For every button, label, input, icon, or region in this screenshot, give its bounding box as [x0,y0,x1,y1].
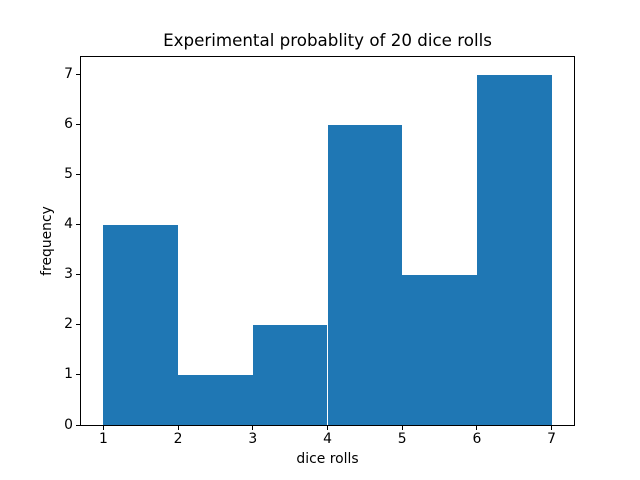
histogram-bar [476,74,552,425]
y-tick-mark [76,124,80,126]
x-tick-mark [551,426,553,430]
y-tick-label: 4 [64,216,73,233]
y-tick-label: 5 [64,166,73,183]
y-tick-label: 6 [64,116,73,133]
y-tick-label: 7 [64,66,73,83]
y-tick-label: 1 [64,366,73,383]
x-tick-mark [177,426,179,430]
x-tick-label: 1 [98,431,108,447]
x-tick-label: 4 [323,431,332,447]
histogram-bar [103,224,179,425]
x-tick-label: 3 [248,431,258,447]
y-axis-label: frequency [39,206,55,276]
x-tick-label: 2 [173,431,183,447]
y-tick-label: 3 [64,266,73,283]
histogram-bar [327,124,403,425]
y-tick-mark [76,324,80,326]
histogram-bar [252,324,328,425]
x-tick-mark [401,426,403,430]
y-tick-label: 2 [64,316,73,333]
x-tick-mark [327,426,328,430]
chart-title: Experimental probablity of 20 dice rolls [163,30,492,50]
histogram-bar [178,374,253,425]
x-tick-mark [102,426,104,430]
y-tick-label: 0 [64,416,73,433]
y-tick-mark [76,274,80,276]
y-tick-mark [76,424,80,426]
x-tick-mark [252,426,254,430]
y-tick-mark [76,224,80,226]
x-tick-label: 7 [547,431,556,447]
y-tick-mark [76,74,80,76]
x-tick-label: 5 [397,431,407,447]
x-tick-label: 6 [472,431,482,447]
x-axis-label: dice rolls [296,451,359,467]
histogram-bar [402,274,477,425]
plot-area: 1 2 3 4 5 6 7 0 1 2 3 4 5 6 7 [64,56,575,447]
y-tick-mark [76,374,80,376]
x-tick-mark [476,426,478,430]
y-tick-mark [76,174,80,176]
